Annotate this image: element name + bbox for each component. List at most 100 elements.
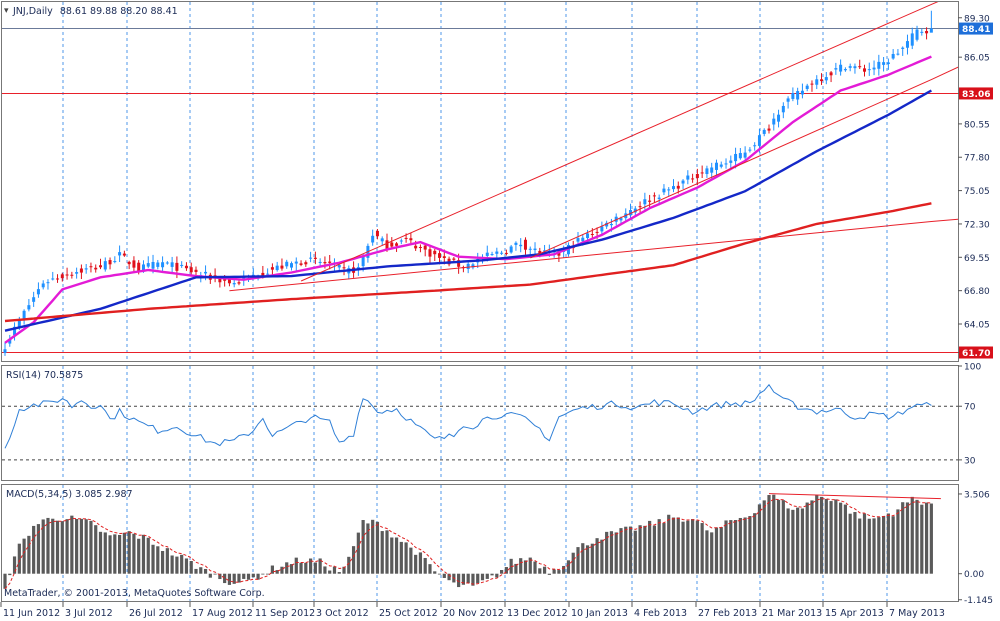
candle-body: [380, 238, 384, 242]
macd-histogram-bar: [810, 500, 814, 574]
macd-histogram-bar: [232, 573, 236, 584]
x-axis-tick-label: 10 Jan 2013: [571, 608, 628, 619]
candle-body: [681, 180, 685, 184]
candle-body: [141, 264, 145, 272]
macd-histogram-bar: [227, 573, 232, 585]
macd-histogram-bar: [203, 568, 208, 574]
rsi-panel-title: RSI(14) 70.5875: [6, 370, 83, 381]
macd-histogram-bar: [924, 502, 929, 574]
candle-body: [8, 339, 12, 344]
macd-histogram-bar: [318, 558, 322, 574]
candle-body: [633, 208, 637, 213]
macd-histogram-bar: [796, 507, 800, 574]
macd-histogram-bar: [667, 514, 671, 574]
macd-histogram-bar: [160, 550, 165, 574]
macd-histogram-bar: [132, 533, 136, 574]
macd-histogram-bar: [256, 573, 260, 580]
macd-histogram-bar: [566, 560, 571, 574]
candle-body: [304, 262, 308, 265]
candle-body: [495, 251, 499, 254]
macd-histogram-bar: [51, 518, 55, 574]
macd-histogram-bar: [194, 568, 198, 574]
candle-body: [700, 172, 704, 174]
x-axis-tick-label: 3 Oct 2012: [316, 608, 369, 619]
macd-histogram-bar: [246, 573, 251, 580]
macd-histogram-bar: [772, 494, 776, 574]
x-axis-tick-label: 11 Jun 2012: [3, 608, 60, 619]
macd-histogram-bar: [394, 537, 399, 574]
trend-channel-line: [530, 66, 958, 259]
macd-histogram-bar: [180, 554, 184, 574]
price-panel[interactable]: [1, 1, 959, 362]
macd-histogram-bar: [423, 557, 427, 574]
candle-body: [500, 252, 504, 254]
macd-histogram-bar: [896, 509, 900, 574]
macd-histogram-bar: [89, 520, 93, 574]
trend-channel-line: [300, 2, 939, 282]
x-axis-tick-label: 21 Mar 2013: [762, 608, 822, 619]
candle-body: [132, 260, 136, 268]
macd-histogram-bar: [60, 521, 64, 574]
macd-histogram-bar: [275, 570, 279, 574]
candle-body: [395, 243, 399, 246]
candle-body: [910, 33, 914, 46]
macd-histogram-bar: [313, 562, 317, 574]
candle-body: [815, 79, 819, 85]
macd-histogram-bar: [920, 504, 924, 574]
macd-histogram-bar: [843, 504, 847, 574]
candle-body: [385, 240, 389, 250]
candle-body: [189, 267, 193, 273]
candle-body: [882, 62, 886, 65]
macd-histogram-bar: [905, 502, 910, 574]
macd-histogram-bar: [137, 538, 141, 574]
macd-histogram-bar: [595, 538, 599, 574]
symbol-title: JNJ,Daily: [12, 6, 53, 17]
macd-histogram-bar: [65, 519, 69, 574]
candle-body: [118, 252, 122, 256]
macd-histogram-bar: [94, 525, 98, 574]
macd-histogram-bar: [528, 557, 532, 574]
macd-histogram-bar: [691, 519, 695, 574]
macd-histogram-bar: [523, 560, 528, 574]
candle-body: [886, 62, 890, 64]
candle-body: [418, 246, 422, 248]
macd-histogram-bar: [776, 499, 781, 574]
candle-body: [452, 258, 456, 260]
macd-histogram-bar: [380, 531, 384, 574]
macd-histogram-bar: [829, 501, 833, 574]
candle-body: [466, 263, 470, 270]
candle-body: [925, 31, 929, 34]
macd-histogram-bar: [409, 547, 413, 574]
candle-body: [600, 226, 604, 232]
candle-body: [863, 68, 866, 72]
macd-histogram-bar: [500, 570, 504, 574]
candle-body: [767, 128, 771, 131]
candle-body: [79, 268, 83, 273]
price-label-text: 88.41: [962, 25, 990, 35]
price-label-text: 83.06: [962, 90, 990, 100]
candle-body: [719, 164, 723, 167]
macd-histogram-bar: [710, 532, 714, 574]
candle-body: [858, 66, 862, 68]
macd-histogram-bar: [36, 524, 41, 574]
macd-histogram-bar: [471, 573, 475, 586]
candle-body: [643, 199, 647, 205]
candle-body: [151, 261, 155, 269]
x-axis-tick-label: 7 May 2013: [889, 608, 945, 619]
macd-histogram-bar: [862, 513, 867, 574]
macd-histogram-bar: [199, 567, 203, 574]
macd-histogram-bar: [328, 570, 332, 574]
candle-body: [442, 256, 446, 259]
macd-histogram-bar: [127, 531, 131, 574]
candle-body: [667, 189, 671, 191]
candle-body: [543, 250, 547, 252]
candle-body: [676, 185, 680, 189]
macd-histogram-bar: [514, 563, 518, 574]
candle-body: [576, 238, 580, 242]
candle-body: [538, 250, 542, 255]
candle-body: [323, 262, 327, 264]
macd-histogram-bar: [915, 499, 919, 574]
macd-histogram-bar: [361, 520, 365, 574]
candle-body: [824, 77, 828, 81]
macd-histogram-bar: [399, 541, 403, 574]
